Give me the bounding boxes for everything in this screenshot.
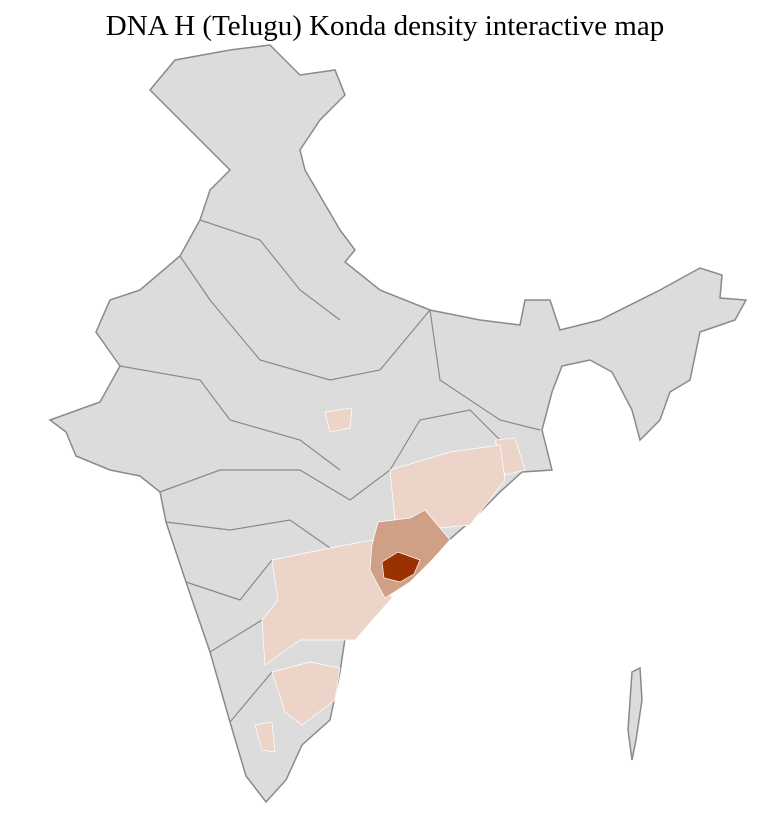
state-border-line — [209, 619, 263, 653]
region-visakhapatnam[interactable] — [381, 551, 421, 583]
state-border-line — [159, 469, 391, 501]
state-border-line — [119, 365, 341, 471]
state-border-line — [199, 219, 341, 321]
region-kerala[interactable] — [254, 721, 276, 753]
region-tamil-nadu[interactable] — [271, 661, 341, 726]
state-borders — [119, 219, 541, 723]
state-border-line — [229, 671, 273, 723]
region-madhya-pradesh[interactable] — [324, 407, 353, 433]
india-outline — [48, 44, 748, 804]
andaman-islands — [627, 666, 643, 761]
map-title: DNA H (Telugu) Konda density interactive… — [105, 10, 665, 42]
state-border-line — [185, 559, 273, 601]
state-border-line — [165, 519, 331, 549]
region-andhra-telangana[interactable] — [261, 539, 393, 666]
state-border-line — [429, 309, 541, 431]
state-border-line — [389, 409, 501, 471]
state-border-line — [179, 255, 431, 381]
